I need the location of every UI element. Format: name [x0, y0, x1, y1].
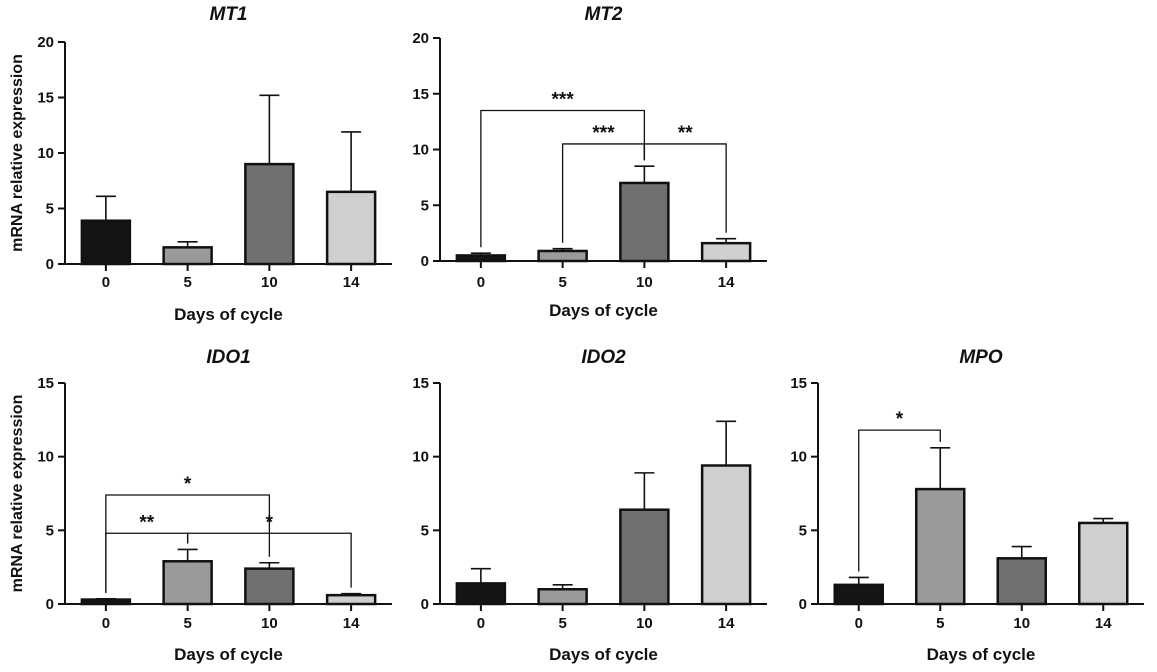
panel-ido2: IDO2 0 5 10 15 0 5 10 14 Days of cycle: [412, 347, 767, 664]
y-axis-label: mRNA relative expression: [9, 395, 26, 593]
x-tick-label: 0: [102, 274, 110, 291]
y-tick-label: 10: [412, 449, 429, 466]
significance-label: *: [896, 409, 904, 430]
x-tick-label: 10: [636, 615, 653, 632]
panel-mpo: MPO 0 5 10 15 0 5 10 14 * Days of cycle: [790, 347, 1144, 664]
y-tick-label: 15: [412, 86, 429, 103]
bar-day-10: [996, 557, 1047, 606]
x-tick-label: 14: [718, 274, 735, 291]
x-tick-label: 0: [477, 274, 485, 291]
x-tick-label: 14: [1095, 615, 1112, 632]
y-tick-label: 5: [46, 522, 54, 539]
x-tick-label: 0: [102, 615, 110, 632]
panel-title: IDO1: [206, 347, 250, 368]
bar-day-10: [244, 567, 295, 606]
x-tick-label: 5: [936, 615, 944, 632]
bar-day-5: [162, 560, 213, 606]
significance-bracket: [480, 109, 646, 248]
bar-day-0: [455, 254, 507, 263]
significance-label: *: [266, 512, 274, 533]
significance-bracket: [186, 532, 352, 588]
bar-day-14: [325, 190, 377, 266]
x-tick-label: 10: [1013, 615, 1030, 632]
panel-title: MT1: [210, 4, 248, 25]
x-tick-label: 10: [261, 615, 278, 632]
bar-day-10: [244, 162, 295, 266]
bar-day-0: [80, 219, 132, 266]
bar-day-0: [833, 583, 884, 606]
x-tick-label: 5: [183, 615, 191, 632]
significance-label: **: [139, 512, 154, 533]
x-tick-label: 5: [558, 615, 566, 632]
y-tick-label: 0: [46, 256, 54, 273]
x-tick-label: 14: [343, 615, 360, 632]
bar-day-5: [537, 249, 588, 263]
y-tick-label: 5: [799, 522, 807, 539]
bar-day-0: [455, 582, 507, 606]
significance-bracket: [858, 429, 941, 572]
x-tick-label: 10: [261, 274, 278, 291]
bar-day-10: [619, 508, 670, 606]
y-tick-label: 15: [37, 375, 54, 392]
y-tick-label: 10: [412, 142, 429, 159]
x-axis-label: Days of cycle: [927, 645, 1036, 664]
bar-day-5: [537, 588, 588, 606]
y-tick-label: 0: [421, 253, 429, 270]
bar-day-5: [162, 246, 213, 266]
bar-day-14: [1078, 521, 1129, 606]
panel-title: IDO2: [581, 347, 626, 368]
y-tick-label: 15: [790, 375, 807, 392]
y-tick-label: 10: [790, 449, 807, 466]
y-tick-label: 5: [421, 522, 429, 539]
x-axis-label: Days of cycle: [174, 645, 283, 664]
y-tick-label: 0: [46, 596, 54, 613]
panel-title: MT2: [585, 4, 623, 25]
y-tick-label: 0: [799, 596, 807, 613]
y-tick-label: 20: [412, 30, 429, 47]
y-tick-label: 15: [37, 90, 54, 107]
panel-title: MPO: [959, 347, 1003, 368]
x-axis-label: Days of cycle: [549, 301, 658, 320]
x-tick-label: 10: [636, 274, 653, 291]
x-axis-label: Days of cycle: [174, 305, 283, 324]
x-tick-label: 14: [343, 274, 360, 291]
y-tick-label: 5: [421, 197, 429, 214]
y-tick-label: 0: [421, 596, 429, 613]
significance-label: **: [678, 123, 693, 144]
y-axis-label: mRNA relative expression: [9, 54, 26, 252]
bar-day-5: [915, 487, 966, 606]
bar-day-0: [80, 598, 132, 606]
x-axis-label: Days of cycle: [549, 645, 658, 664]
x-tick-label: 5: [558, 274, 566, 291]
y-tick-label: 5: [46, 201, 54, 218]
y-tick-label: 10: [37, 449, 54, 466]
bar-day-14: [325, 593, 377, 606]
x-tick-label: 0: [855, 615, 863, 632]
significance-label: ***: [552, 89, 575, 110]
bar-day-14: [700, 464, 752, 606]
y-tick-label: 20: [37, 34, 54, 51]
panel-mt1: MT1 0 5 10 15 20 0 5 10 14 Days of cycle mRNA relat…: [9, 4, 392, 324]
x-tick-label: 14: [718, 615, 735, 632]
y-tick-label: 15: [412, 375, 429, 392]
x-tick-label: 5: [183, 274, 191, 291]
significance-label: ***: [592, 123, 615, 144]
significance-label: *: [184, 474, 192, 495]
significance-bracket: [643, 143, 727, 233]
bar-day-10: [619, 181, 670, 263]
bar-day-14: [700, 241, 752, 263]
x-tick-label: 0: [477, 615, 485, 632]
y-tick-label: 10: [37, 145, 54, 162]
